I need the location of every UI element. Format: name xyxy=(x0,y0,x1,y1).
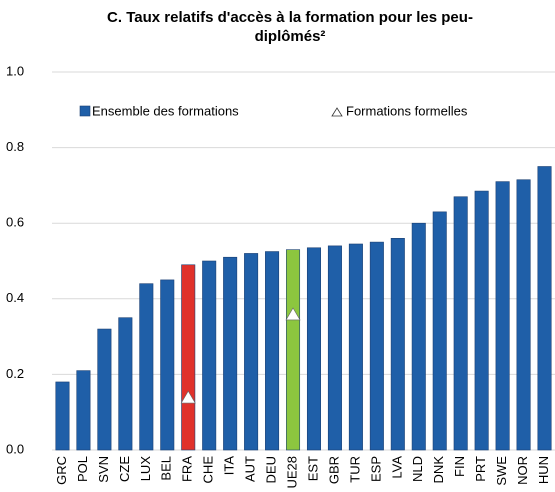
x-tick-label: ITA xyxy=(222,456,237,476)
bar xyxy=(118,317,133,451)
x-tick-label: SVN xyxy=(96,456,111,483)
x-tick-label: AUT xyxy=(243,456,258,482)
x-tick-label: FIN xyxy=(452,456,467,477)
bar xyxy=(327,245,342,451)
x-tick-label: PRT xyxy=(473,456,488,482)
x-tick-label: CZE xyxy=(117,456,132,482)
bar xyxy=(223,256,238,451)
chart-title: C. Taux relatifs d'accès à la formation … xyxy=(107,9,473,45)
x-tick-label: FRA xyxy=(180,456,195,482)
x-tick-label: HUN xyxy=(536,456,551,484)
x-tick-label: ESP xyxy=(368,456,383,482)
x-tick-label: DEU xyxy=(264,456,279,483)
x-tick-label: SWE xyxy=(494,456,509,486)
x-tick-label: NOR xyxy=(515,456,530,485)
bar xyxy=(97,328,112,451)
bar xyxy=(265,251,280,451)
x-tick-label: BEL xyxy=(159,456,174,481)
marker xyxy=(180,390,196,404)
bar xyxy=(348,243,363,451)
bar xyxy=(55,381,70,451)
bar xyxy=(411,222,426,451)
bar xyxy=(139,283,154,451)
y-tick-label: 0.2 xyxy=(6,366,24,381)
x-tick-label: DNK xyxy=(431,456,446,484)
bar xyxy=(202,260,217,451)
x-tick-label: UE28 xyxy=(284,456,299,489)
bar xyxy=(516,179,531,451)
x-tick-label: LVA xyxy=(389,456,404,479)
x-tick-label: GBR xyxy=(326,456,341,484)
bar xyxy=(181,264,196,451)
bar xyxy=(286,249,301,451)
bar xyxy=(495,181,510,451)
y-tick-label: 0.0 xyxy=(6,441,24,456)
x-tick-label: GRC xyxy=(54,456,69,485)
bar xyxy=(390,238,405,451)
y-tick-label: 0.4 xyxy=(6,290,24,305)
x-tick-label: POL xyxy=(75,456,90,482)
bar xyxy=(244,253,259,451)
bar xyxy=(306,247,321,451)
y-tick-label: 0.6 xyxy=(6,215,24,230)
x-tick-label: CHE xyxy=(201,456,216,484)
bar xyxy=(537,166,552,451)
bar xyxy=(76,370,91,451)
bar xyxy=(432,211,447,451)
bar xyxy=(453,196,468,451)
bar xyxy=(369,241,384,451)
bar xyxy=(160,279,175,451)
legend-marker xyxy=(331,107,343,117)
x-tick-label: NLD xyxy=(410,456,425,482)
bar xyxy=(474,190,489,451)
legend-swatch xyxy=(79,105,91,117)
legend-label: Formations formelles xyxy=(346,103,468,118)
marker xyxy=(285,307,301,321)
y-tick-label: 1.0 xyxy=(6,63,24,78)
x-tick-label: EST xyxy=(305,456,320,481)
x-tick-label: LUX xyxy=(138,456,153,482)
y-tick-label: 0.8 xyxy=(6,139,24,154)
legend-label: Ensemble des formations xyxy=(92,103,239,118)
x-tick-label: TUR xyxy=(347,456,362,483)
